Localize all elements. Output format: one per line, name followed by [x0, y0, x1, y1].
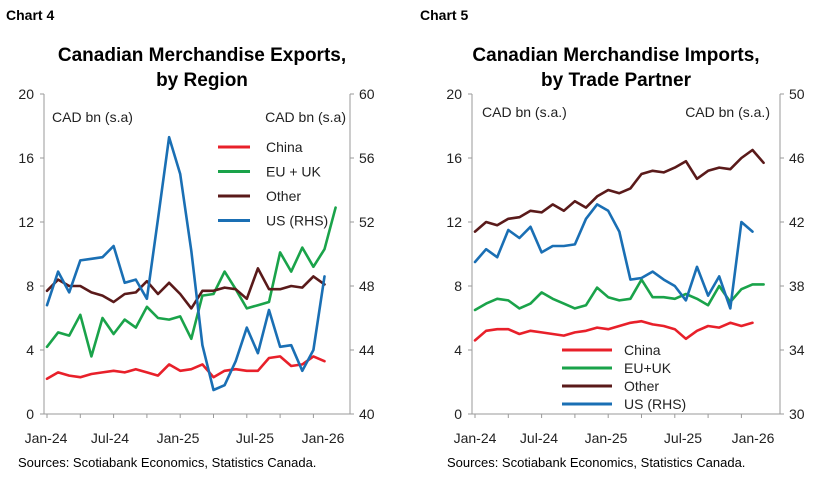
- left-y-tick-label: 16: [446, 150, 462, 166]
- right-axis-label: CAD bn (s.a.): [685, 104, 770, 120]
- right-y-tick-label: 42: [789, 214, 805, 230]
- left-axis-label: CAD bn (s.a): [52, 109, 133, 125]
- chart-title-line-1: Canadian Merchandise Imports,: [472, 45, 760, 66]
- series-line-us-rhs: [45, 135, 326, 392]
- left-y-tick-label: 16: [18, 150, 34, 166]
- right-y-tick-label: 34: [789, 342, 805, 358]
- legend-label: US (RHS): [624, 396, 686, 412]
- right-y-tick-label: 48: [359, 278, 375, 294]
- x-tick-label: Jan-25: [157, 430, 200, 446]
- x-tick-label: Jul-24: [91, 430, 129, 446]
- left-y-tick-label: 0: [454, 406, 462, 422]
- chart-number: Chart 4: [6, 7, 55, 23]
- right-y-tick-label: 44: [359, 342, 375, 358]
- right-y-tick-label: 30: [789, 406, 805, 422]
- right-y-tick-label: 56: [359, 150, 375, 166]
- series-line-other: [45, 267, 326, 310]
- chart-title-line-1: Canadian Merchandise Exports,: [57, 45, 347, 66]
- x-tick-label: Jul-25: [664, 430, 702, 446]
- chart-title-line-2: by Trade Partner: [541, 70, 691, 91]
- left-y-tick-label: 8: [26, 278, 34, 294]
- chart-4-panel: Chart 4 Canadian Merchandise Exports, by…: [0, 7, 404, 470]
- chart-title: Canadian Merchandise Imports, by Trade P…: [414, 43, 818, 93]
- left-y-tick-label: 4: [26, 342, 34, 358]
- series-line-china: [473, 319, 754, 342]
- sources-note: Sources: Scotiabank Economics, Statistic…: [18, 455, 317, 470]
- x-tick-label: Jan-24: [25, 430, 68, 446]
- sources-note: Sources: Scotiabank Economics, Statistic…: [447, 455, 746, 470]
- right-y-tick-label: 40: [359, 406, 375, 422]
- chart-number: Chart 5: [420, 7, 469, 23]
- x-tick-label: Jan-26: [732, 430, 775, 446]
- x-tick-label: Jan-24: [454, 430, 497, 446]
- legend-label: China: [624, 342, 661, 358]
- right-axis-label: CAD bn (s.a): [265, 109, 346, 125]
- left-y-tick-label: 12: [446, 214, 462, 230]
- right-y-tick-label: 52: [359, 214, 375, 230]
- left-y-tick-label: 20: [446, 86, 462, 102]
- right-y-tick-label: 46: [789, 150, 805, 166]
- legend-label: Other: [624, 378, 659, 394]
- chart-5-panel: Chart 5 Canadian Merchandise Imports, by…: [414, 0, 828, 483]
- series-line-eu-uk: [473, 278, 765, 312]
- x-tick-label: Jan-25: [585, 430, 628, 446]
- left-y-tick-label: 12: [18, 214, 34, 230]
- x-tick-label: Jul-24: [520, 430, 558, 446]
- legend-label: Other: [266, 188, 301, 204]
- chart-title-line-2: by Region: [156, 70, 248, 91]
- legend-label: EU + UK: [266, 164, 322, 180]
- right-y-tick-label: 38: [789, 278, 805, 294]
- legend-label: US (RHS): [266, 213, 328, 229]
- left-axis-label: CAD bn (s.a.): [482, 104, 567, 120]
- x-tick-label: Jul-25: [236, 430, 274, 446]
- series-line-eu-uk: [45, 206, 337, 358]
- series-line-us-rhs: [473, 203, 754, 310]
- series-line-china: [45, 355, 326, 381]
- left-y-tick-label: 4: [454, 342, 462, 358]
- left-y-tick-label: 20: [18, 86, 34, 102]
- legend-label: EU+UK: [624, 360, 672, 376]
- x-tick-label: Jan-26: [302, 430, 345, 446]
- right-y-tick-label: 50: [789, 86, 805, 102]
- chart-5-plot: 0 4 8 12 16 20 30 34 38 42 46 50 Jan-24 Jul-24 Jan-25 J…: [446, 86, 805, 446]
- right-y-tick-label: 60: [359, 86, 375, 102]
- legend-label: China: [266, 139, 303, 155]
- left-y-tick-label: 8: [454, 278, 462, 294]
- chart-title: Canadian Merchandise Exports, by Region: [0, 43, 404, 93]
- series-line-other: [473, 148, 765, 233]
- left-y-tick-label: 0: [26, 406, 34, 422]
